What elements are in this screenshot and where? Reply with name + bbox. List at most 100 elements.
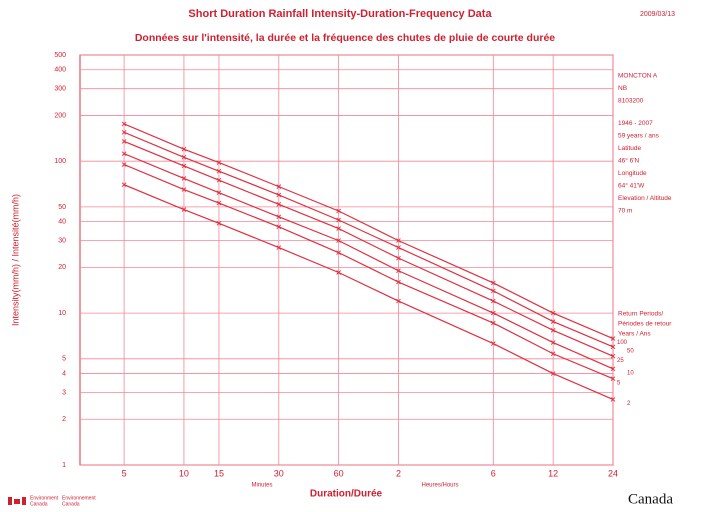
- series-line: [123, 153, 614, 370]
- flag-bar: [22, 497, 26, 505]
- x-tick-label: 12: [548, 468, 558, 478]
- station-info: 8103200: [618, 98, 644, 105]
- y-tick-label: 20: [58, 264, 66, 271]
- y-tick-label: 1: [62, 462, 66, 469]
- date: 2009/03/13: [640, 11, 675, 18]
- data-point: [121, 182, 127, 188]
- data-point: [276, 184, 282, 189]
- data-point: [336, 250, 341, 255]
- y-tick-label: 100: [54, 158, 66, 165]
- station-info: Elevation / Altitude: [618, 195, 672, 202]
- series-line: [123, 184, 614, 401]
- data-point: [610, 376, 616, 382]
- series-line: [123, 164, 614, 380]
- department: Environment: [30, 495, 59, 501]
- station-info: Latitude: [618, 145, 642, 152]
- data-point: [550, 351, 556, 357]
- legend-label: 25: [617, 358, 624, 364]
- x-tick-label: 24: [608, 468, 618, 478]
- x-axis-label: Duration/Durée: [310, 489, 383, 500]
- x-tick-label: 6: [491, 468, 496, 478]
- department: Canada: [30, 501, 48, 507]
- data-point: [121, 151, 127, 157]
- data-point: [276, 224, 282, 230]
- data-point: [181, 187, 187, 192]
- y-tick-label: 300: [54, 86, 66, 93]
- legend-label: 2: [627, 401, 631, 407]
- station-info: MONCTON A: [618, 73, 658, 80]
- data-point: [121, 121, 127, 127]
- data-point: [396, 298, 401, 304]
- y-tick-label: 10: [58, 310, 66, 317]
- y-tick-label: 5: [62, 356, 66, 363]
- data-point: [550, 371, 556, 376]
- data-point: [396, 255, 401, 261]
- data-point: [336, 238, 341, 243]
- data-point: [181, 163, 187, 169]
- data-point: [216, 177, 222, 183]
- station-info: 1946 - 2007: [618, 120, 653, 127]
- data-point: [276, 214, 282, 220]
- station-info: 70 m: [618, 208, 632, 215]
- return-period-title: Périodes de retour: [618, 321, 672, 328]
- data-point: [490, 280, 496, 286]
- data-point: [121, 162, 127, 167]
- y-tick-label: 200: [54, 112, 66, 119]
- data-point: [181, 146, 187, 152]
- data-point: [396, 245, 401, 250]
- data-point: [336, 226, 341, 231]
- data-point: [396, 268, 401, 274]
- data-point: [550, 340, 556, 345]
- flag-leaf: [14, 499, 20, 504]
- data-point: [216, 190, 222, 196]
- data-point: [550, 319, 556, 324]
- series-line: [123, 140, 614, 357]
- y-tick-label: 3: [62, 389, 66, 396]
- x-tick-label: 60: [334, 468, 344, 478]
- series-line: [123, 123, 614, 340]
- data-point: [276, 245, 282, 250]
- station-info: NB: [618, 85, 627, 92]
- data-point: [550, 328, 556, 333]
- station-info: 59 years / ans: [618, 133, 660, 140]
- y-tick-label: 400: [54, 67, 66, 74]
- data-point: [550, 310, 556, 316]
- y-axis-label: Intensity(mm/h) / Intensité(mm/h): [10, 194, 20, 326]
- station-info: 46° 6'N: [618, 157, 639, 165]
- y-tick-label: 2: [62, 416, 66, 423]
- y-tick-label: 40: [58, 218, 66, 225]
- department-fr: Environnement: [62, 495, 96, 501]
- flag-bar: [8, 497, 12, 505]
- data-point: [216, 168, 222, 174]
- station-info: 64° 41'W: [618, 182, 645, 190]
- data-point: [121, 129, 127, 135]
- return-period-title: Years / Ans: [618, 331, 651, 338]
- department-fr: Canada: [62, 501, 80, 507]
- legend-label: 10: [627, 370, 634, 376]
- data-point: [336, 208, 341, 214]
- station-info: Longitude: [618, 170, 647, 177]
- data-point: [490, 288, 496, 294]
- data-point: [490, 320, 496, 326]
- wordmark: Canada: [628, 491, 673, 507]
- data-point: [336, 270, 341, 275]
- data-point: [490, 341, 496, 346]
- data-point: [216, 220, 222, 226]
- chart-title: Short Duration Rainfall Intensity-Durati…: [188, 8, 492, 20]
- data-point: [490, 310, 496, 316]
- x-unit-hours: Heures/Hours: [421, 483, 458, 489]
- legend-label: 100: [617, 340, 628, 346]
- x-tick-label: 15: [214, 468, 224, 478]
- data-point: [610, 353, 616, 359]
- x-unit-minutes: Minutes: [251, 483, 272, 489]
- data-point: [396, 238, 401, 243]
- data-point: [490, 298, 496, 304]
- data-point: [610, 366, 616, 372]
- data-point: [181, 155, 187, 160]
- footer-logo: Environment Canada Environnement Canada …: [8, 491, 673, 507]
- series-line: [123, 131, 614, 348]
- y-tick-label: 50: [58, 204, 66, 211]
- x-tick-label: 10: [179, 468, 189, 478]
- legend-label: 5: [617, 380, 621, 386]
